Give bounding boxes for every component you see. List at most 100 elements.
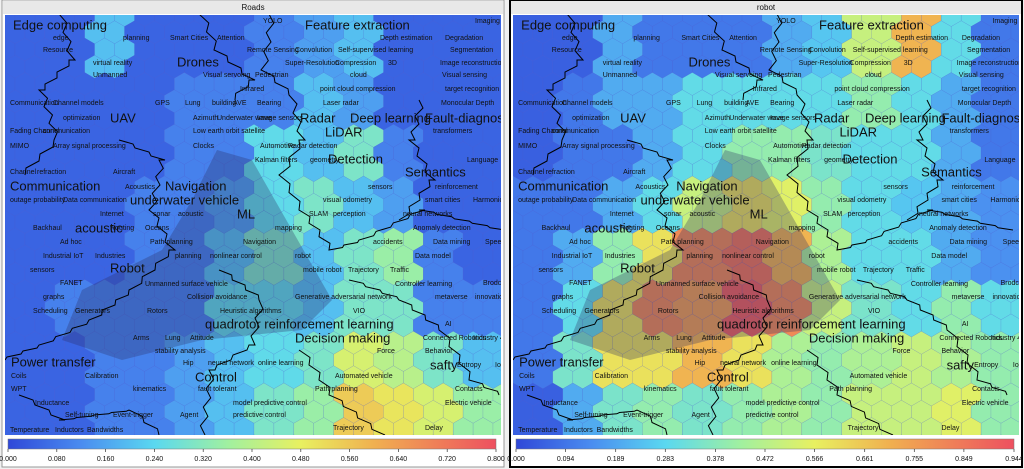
term-label: Smart Cities [170, 35, 209, 42]
term-label: accidents [373, 239, 403, 246]
term-label: Channel [10, 169, 37, 176]
term-label: Lung [697, 100, 713, 107]
colorbar-tick-label: 0.400 [243, 456, 261, 463]
term-label: Azimuth [705, 115, 730, 122]
term-label: Laser radar [323, 100, 359, 107]
term-label: AVE [233, 100, 247, 107]
term-label: point cloud compression [834, 86, 910, 93]
hex-cell [581, 434, 584, 435]
hex-cell [492, 383, 501, 406]
term-label: Generators [584, 308, 620, 315]
term-label: VIO [868, 308, 881, 315]
term-label: Event-trigger [623, 412, 664, 419]
term-label: GPS [666, 100, 681, 107]
term-label: smart cities [941, 197, 977, 204]
cluster-label: Control [707, 369, 749, 384]
term-label: MIMO [518, 143, 538, 150]
cluster-label: Semantics [405, 164, 466, 179]
hex-cell [492, 245, 501, 268]
term-label: Agent [692, 412, 710, 419]
hex-cell [14, 434, 16, 435]
title-bar [3, 1, 503, 14]
term-label: fault tolerant [198, 386, 237, 393]
term-label: Smart Cities [681, 35, 720, 42]
term-label: Event-trigger [113, 412, 154, 419]
colorbar-tick-label: 0.661 [856, 456, 874, 463]
hex-cell [492, 107, 501, 130]
term-label: IoT [1013, 362, 1024, 369]
map: Edge computing Feature extraction YOLO Imag… [5, 15, 510, 435]
term-label: Lung [185, 100, 201, 107]
term-label: Backhaul [542, 225, 571, 232]
term-label: Bandwidths [597, 427, 634, 434]
term-label: Segmentation [967, 47, 1010, 54]
term-label: Contacts [972, 386, 1000, 393]
term-label: Kalman filters [255, 157, 298, 164]
cluster-label: quadrotor reinforcement learning [717, 316, 906, 331]
term-label: Depth estimation [896, 35, 949, 42]
hex-cell [492, 314, 501, 337]
boundary-line [906, 99, 945, 221]
term-label: AI [962, 321, 969, 328]
term-label: Behavior [425, 348, 453, 355]
term-label: stability analysis [666, 348, 717, 355]
term-label: neural networks [403, 211, 453, 218]
term-label: Self-tuning [574, 412, 608, 419]
term-label: edge [562, 35, 578, 42]
term-label: visual odometry [323, 197, 373, 204]
term-label: Path planning [661, 239, 704, 246]
term-label: Industrial IoT [552, 253, 593, 260]
term-label: online learning [771, 360, 817, 367]
term-label: geometry [824, 157, 854, 164]
cluster-label: Drones [177, 54, 219, 69]
term-label: Visual sensing [959, 72, 1004, 79]
hex-cell [1010, 297, 1019, 319]
hex-cell [800, 434, 803, 435]
cluster-label: Navigation [676, 178, 737, 193]
hex-cell [840, 434, 843, 435]
cluster-label: ML [237, 206, 255, 221]
term-label: Routing [620, 225, 644, 232]
term-label: Visual sensing [442, 72, 487, 79]
colorbar-tick-label: 0.944 [1005, 456, 1023, 463]
hex-cell [1010, 90, 1019, 112]
term-label: Segmentation [450, 47, 493, 54]
hex-cell [352, 434, 355, 435]
term-label: Inductance [35, 400, 69, 407]
term-label: Traffic [390, 267, 410, 274]
term-label: transformers [433, 128, 473, 135]
term-label: Bearing [257, 100, 281, 107]
term-label: Oceans [656, 225, 681, 232]
hex-cell [1010, 159, 1019, 181]
term-label: Harmonic analysis [990, 197, 1024, 204]
term-label: robot [809, 253, 825, 260]
boundary-line [707, 269, 772, 435]
term-label: Industry 4.0 [473, 335, 510, 342]
term-label: Scheduling [542, 308, 577, 315]
cluster-label: Decision making [295, 330, 390, 345]
term-label: Trajectory [848, 425, 879, 432]
hex-cell [492, 38, 501, 61]
term-label: Data mining [433, 239, 470, 246]
boundary-line [806, 349, 894, 435]
term-label: accidents [888, 239, 918, 246]
term-label: SLAM [309, 211, 328, 218]
term-label: predictive control [746, 412, 799, 419]
boundary-line [398, 99, 437, 221]
panel: Roads Edge computing Feature extraction YOL… [0, 0, 510, 468]
cluster-label: acoustic [584, 220, 632, 235]
term-label: communication [43, 128, 90, 135]
hex-cell [542, 434, 544, 435]
cluster-label: Edge computing [521, 17, 615, 32]
hex-cell [372, 434, 375, 435]
term-label: Infrared [240, 86, 264, 93]
term-label: virtual reality [603, 60, 643, 67]
hex-cell [273, 434, 275, 435]
hex-cell [1010, 21, 1019, 43]
boundary-line [199, 269, 264, 435]
term-label: acoustic [178, 211, 204, 218]
term-label: Depth estimation [380, 35, 433, 42]
term-label: Calibration [85, 373, 119, 380]
hex-cell [1000, 417, 1019, 435]
